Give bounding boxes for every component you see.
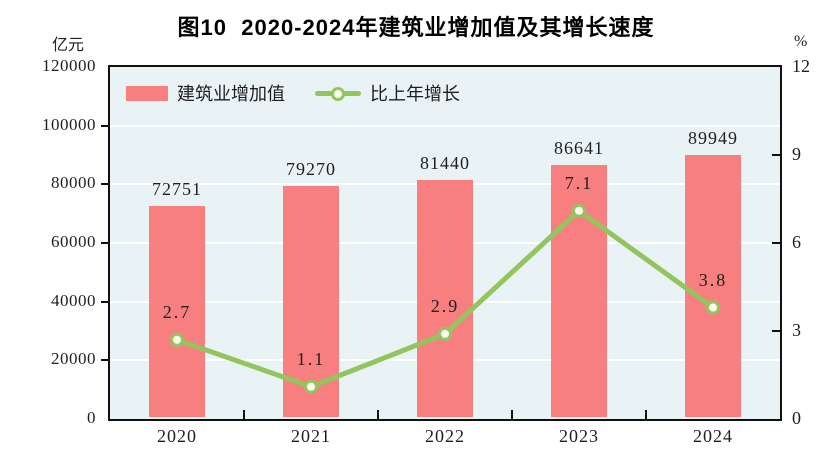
- line-value-label: 3.8: [698, 269, 728, 290]
- line-value-label: 2.7: [162, 301, 192, 322]
- line-marker-icon: [706, 300, 720, 315]
- bar: [149, 205, 205, 417]
- left-axis-unit: 亿元: [52, 37, 85, 54]
- line-marker-icon: [170, 332, 184, 347]
- right-axis-tick: [772, 242, 780, 244]
- right-axis-tick-label: 9: [792, 144, 801, 164]
- right-axis-unit: %: [794, 33, 808, 50]
- line-marker-icon: [304, 379, 318, 394]
- left-axis-tick: [101, 183, 108, 186]
- line-value-label: 2.9: [430, 295, 460, 316]
- bar-value-label: 79270: [286, 159, 336, 180]
- left-axis-tick-label: 60000: [51, 232, 96, 251]
- x-axis-tick-label: 2022: [425, 426, 465, 446]
- x-axis-tick-label: 2021: [291, 426, 331, 446]
- right-axis-tick: [772, 330, 780, 332]
- bar-value-label: 86641: [554, 137, 604, 158]
- chart-title: 图10 2020-2024年建筑业增加值及其增长速度: [177, 15, 655, 40]
- right-axis-tick-label: 6: [792, 232, 801, 252]
- line-marker-icon: [572, 203, 586, 218]
- right-axis-tick: [772, 154, 780, 156]
- legend-line-label: 比上年增长: [370, 84, 460, 104]
- bar-value-label: 89949: [688, 128, 738, 149]
- right-axis-tick-label: 12: [792, 56, 810, 76]
- left-axis-tick-label: 20000: [51, 349, 96, 369]
- x-axis-tick: [377, 410, 379, 419]
- bar-value-label: 72751: [152, 178, 202, 199]
- growth-line: [170, 203, 720, 394]
- left-axis-tick: [101, 124, 108, 127]
- legend-bar-swatch-icon: [126, 85, 168, 101]
- legend-line-marker-icon: [315, 86, 361, 101]
- x-axis-tick: [645, 410, 647, 419]
- legend-bar-label: 建筑业增加值: [177, 84, 285, 104]
- left-axis-tick-label: 40000: [51, 290, 96, 310]
- gridline: [110, 124, 780, 127]
- line-marker-icon: [438, 326, 452, 341]
- left-axis-tick-label: 80000: [51, 173, 96, 193]
- x-axis-tick-label: 2024: [693, 426, 733, 446]
- left-axis-tick-label: 100000: [42, 114, 96, 134]
- x-axis-tick-label: 2023: [559, 426, 599, 446]
- legend: 建筑业增加值 比上年增长: [126, 80, 460, 106]
- bar: [417, 180, 473, 417]
- left-axis-tick-label: 0: [87, 408, 96, 427]
- x-axis-tick: [511, 410, 513, 419]
- right-axis-tick-label: 3: [792, 320, 801, 340]
- bar-value-label: 81440: [420, 153, 470, 174]
- left-axis-tick: [101, 359, 108, 362]
- x-axis-tick-label: 2020: [157, 426, 197, 446]
- right-axis-tick-label: 0: [792, 408, 801, 428]
- line-value-label: 1.1: [296, 348, 326, 369]
- left-axis-tick: [101, 242, 108, 244]
- bar: [685, 155, 741, 417]
- line-value-label: 7.1: [564, 172, 594, 193]
- x-axis-tick: [243, 410, 245, 419]
- left-axis-tick-label: 120000: [42, 56, 96, 75]
- left-axis-tick: [101, 300, 108, 303]
